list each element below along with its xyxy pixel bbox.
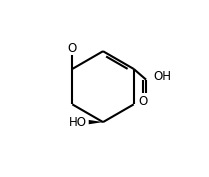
Text: HO: HO	[69, 116, 87, 129]
Text: O: O	[139, 95, 148, 108]
Text: O: O	[68, 42, 77, 55]
Polygon shape	[89, 120, 103, 124]
Text: OH: OH	[154, 70, 172, 83]
